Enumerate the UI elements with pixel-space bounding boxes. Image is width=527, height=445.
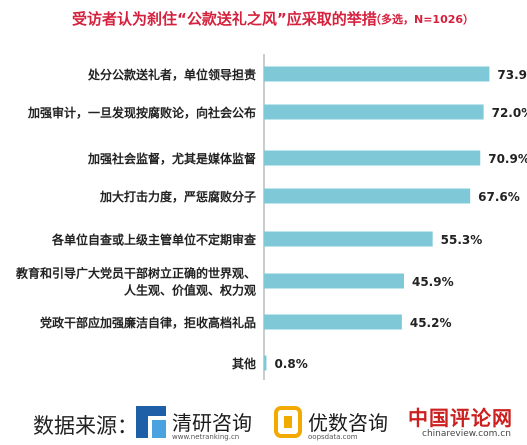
bar (264, 104, 484, 120)
value-label: 55.3% (441, 233, 483, 247)
value-label: 72.0% (492, 106, 527, 120)
qingyan-logo-icon (136, 406, 166, 438)
qingyan-logo-url: www.netranking.cn (172, 433, 240, 441)
value-label: 73.9% (497, 68, 527, 82)
value-label: 45.2% (410, 316, 452, 330)
category-label: 各单位自查或上级主管单位不定期审查 (51, 232, 257, 247)
bar (264, 314, 402, 330)
youshu-logo-name: 优数咨询 (308, 411, 388, 435)
value-label: 0.8% (274, 357, 307, 371)
youshu-logo-icon (274, 406, 302, 438)
category-label: 加大打击力度，严惩腐败分子 (99, 189, 256, 204)
bar (264, 231, 433, 247)
value-label: 45.9% (412, 275, 454, 289)
bar (264, 188, 471, 204)
watermark-cn: 中国评论网 (408, 406, 513, 430)
bar (264, 355, 267, 371)
footer: 数据来源： 清研咨询 www.netranking.cn 优数咨询 oopsda… (0, 398, 527, 445)
chinareview-watermark: 中国评论网 chinareview.com.cn (408, 402, 527, 442)
bar-chart: 受访者认为刹住“公款送礼之风”应采取的举措 （多选，N=1026） 处分公款送礼… (15, 10, 527, 380)
category-label: 加强社会监督，尤其是媒体监督 (87, 151, 256, 166)
value-label: 70.9% (488, 152, 527, 166)
category-label: 教育和引导广大党员干部树立正确的世界观、人生观、价值观、权力观 (15, 266, 256, 298)
category-label: 其他 (232, 356, 256, 371)
bar (264, 150, 481, 166)
category-label: 加强审计，一旦发现按腐败论，向社会公布 (27, 105, 256, 120)
category-label: 党政干部应加强廉洁自律，拒收高档礼品 (40, 315, 256, 330)
youshu-logo-url: oopsdata.com (308, 433, 358, 441)
bar (264, 273, 404, 289)
value-label: 67.6% (478, 190, 520, 204)
qingyan-logo-name: 清研咨询 (172, 411, 252, 435)
watermark-en: chinareview.com.cn (422, 429, 511, 439)
category-label: 处分公款送礼者，单位领导担责 (87, 67, 256, 82)
source-label: 数据来源： (33, 414, 138, 438)
chart-title: 受访者认为刹住“公款送礼之风”应采取的举措 (72, 10, 377, 28)
bars-group: 处分公款送礼者，单位领导担责 73.9% 加强审计，一旦发现按腐败论，向社会公布 72… (15, 66, 527, 371)
chart-subtitle: （多选，N=1026） (370, 12, 474, 26)
bar (264, 66, 490, 82)
